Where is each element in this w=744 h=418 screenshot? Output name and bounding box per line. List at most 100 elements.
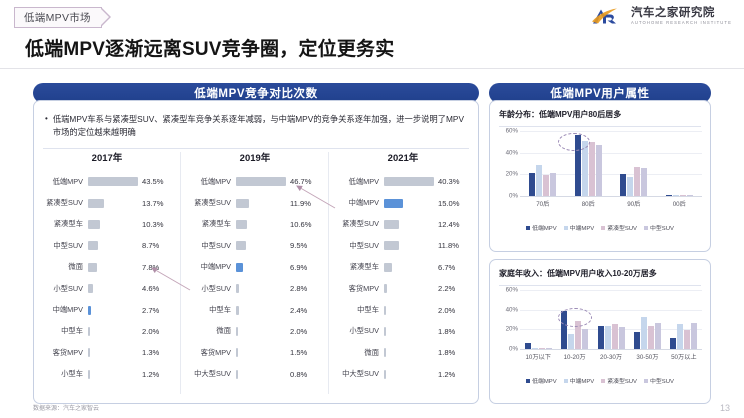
chart-bar (561, 310, 568, 349)
y-axis-tick-label: 0% (509, 192, 518, 200)
competition-row: 小型车 1.2% (39, 364, 175, 385)
x-axis-tick-label: 50万以上 (671, 354, 697, 361)
legend-label: 中型SUV (649, 226, 674, 232)
competition-row: 中型SUV 8.7% (39, 235, 175, 256)
y-axis-tick-label: 60% (505, 127, 518, 135)
competition-bar (236, 369, 238, 379)
competition-bar (236, 284, 239, 294)
bullet-divider (43, 147, 469, 149)
competition-row: 微面 1.8% (335, 342, 471, 363)
x-axis-tick-label: 80后 (581, 201, 595, 208)
competition-row-value: 9.5% (290, 241, 308, 251)
competition-row-value: 1.2% (438, 369, 456, 379)
bullet-item: • 低端MPV车系与紧凑型SUV、紧凑型车竞争关系逐年减弱，与中端MPV的竞争关… (45, 113, 468, 139)
bullet-text: 低端MPV车系与紧凑型SUV、紧凑型车竞争关系逐年减弱，与中端MPV的竞争关系逐… (52, 114, 464, 137)
competition-row-label: 紧凑型车 (53, 219, 83, 229)
chart-bar (524, 343, 531, 349)
left-bullet-block: • 低端MPV车系与紧凑型SUV、紧凑型车竞争关系逐年减弱，与中端MPV的竞争关… (34, 101, 478, 139)
competition-row: 低端MPV 43.5% (39, 171, 175, 192)
income-chart-plot: 0% 20% 40% 60% 10万以下 10-20万 20-30万 30-50万 50万以上 (496, 286, 704, 362)
competition-row: 低端MPV 40.3% (335, 171, 471, 192)
y-axis-tick-label: 0% (509, 345, 518, 353)
chart-gridline (520, 131, 702, 132)
legend-swatch (563, 225, 568, 230)
chart-highlight-ellipse (558, 308, 592, 327)
chart-bar (536, 164, 543, 196)
competition-row-label: 紧凑型SUV (194, 198, 231, 208)
competition-bar (88, 369, 90, 379)
ar-logo-icon (591, 8, 617, 24)
chart-bar (633, 332, 640, 349)
legend-item: 中端MPV (563, 376, 594, 385)
competition-row: 紧凑型SUV 12.4% (335, 214, 471, 235)
competition-bar (384, 305, 387, 315)
competition-bar-track (236, 326, 286, 336)
competition-row-label: 紧凑型车 (201, 219, 231, 229)
competition-row-value: 7.8% (142, 262, 160, 272)
competition-row-label: 紧凑型SUV (342, 219, 379, 229)
competition-row: 微面 7.8% (39, 257, 175, 278)
legend-swatch (563, 378, 568, 383)
year-column-title: 2021年 (387, 153, 419, 164)
chart-gridline (520, 290, 702, 291)
x-axis-tick-label: 10-20万 (563, 354, 586, 361)
competition-row-value: 8.7% (142, 241, 160, 251)
chart-bar (604, 326, 611, 349)
competition-bar (384, 369, 386, 379)
competition-row-label: 微面 (216, 326, 231, 336)
competition-row-label: 中型车 (61, 326, 83, 336)
chart-bar (581, 140, 588, 196)
competition-bar (384, 326, 387, 336)
chart-bar (529, 173, 536, 196)
chart-bar (543, 175, 550, 196)
competition-bar-track (236, 305, 286, 315)
chart-bar (611, 324, 618, 349)
competition-bar (384, 219, 400, 229)
competition-row: 中型SUV 11.8% (335, 235, 471, 256)
competition-bar (88, 177, 138, 187)
competition-row: 紧凑型SUV 11.9% (187, 192, 323, 213)
year-column: 2019年 低端MPV 46.7% 紧凑型SUV 11.9% 紧凑型车 10.6% 中型SUV… (181, 150, 329, 400)
chart-bar-groups: 10万以下 10-20万 20-30万 30-50万 50万以上 (520, 290, 702, 361)
competition-row: 中端MPV 15.0% (335, 192, 471, 213)
age-chart-caption: 年龄分布：低端MPV用户80后居多 (499, 110, 622, 119)
competition-bar (236, 305, 239, 315)
competition-bar-track (88, 219, 138, 229)
competition-row-label: 中大型SUV (194, 369, 231, 379)
competition-columns: 2017年 低端MPV 43.5% 紧凑型SUV 13.7% 紧凑型车 10.3% 中型SUV… (33, 150, 477, 400)
chart-bar (597, 326, 604, 349)
competition-bar (88, 241, 98, 251)
chart-bar (545, 348, 552, 349)
chart-bar (620, 174, 627, 196)
competition-row-label: 客货MPV (348, 283, 379, 293)
competition-row-label: 微面 (364, 347, 379, 357)
page-number: 13 (719, 403, 730, 413)
competition-bar-track (88, 348, 138, 358)
competition-row-label: 低端MPV (200, 176, 231, 186)
competition-bar (88, 284, 94, 294)
x-axis-tick-label: 00后 (672, 201, 686, 208)
competition-bar-track (384, 262, 434, 272)
legend-item: 紧凑型SUV (601, 223, 637, 232)
y-axis-tick-label: 60% (505, 286, 518, 294)
chart-bar (634, 166, 641, 196)
competition-row-value: 10.6% (290, 219, 312, 229)
brand-logo: 汽车之家研究院 AUTOHOME RESEARCH INSTITUTE (591, 6, 732, 27)
competition-row-label: 中型SUV (201, 240, 231, 250)
legend-label: 紧凑型SUV (607, 226, 637, 232)
chart-bar-group: 90后 (611, 131, 657, 208)
age-chart-card: 年龄分布：低端MPV用户80后居多 0% 20% 40% 60% 70后 80后 90后 00… (489, 100, 711, 252)
chart-bar-groups: 70后 80后 90后 00后 (520, 131, 703, 208)
competition-row-value: 1.8% (438, 348, 456, 358)
competition-row-value: 2.8% (290, 284, 308, 294)
year-column: 2021年低端MPV 40.3% 中端MPV 15.0% 紧凑型SUV 12.4% 中型SU… (329, 150, 477, 400)
chart-bar (575, 321, 582, 349)
chart-bar (574, 135, 581, 196)
chart-bar-group: 00后 (657, 131, 703, 208)
chart-bar (665, 194, 672, 196)
competition-bar-track (384, 348, 434, 358)
competition-row-value: 11.9% (290, 198, 311, 208)
competition-row: 中型车 2.4% (187, 299, 323, 320)
chart-bar (568, 334, 575, 349)
